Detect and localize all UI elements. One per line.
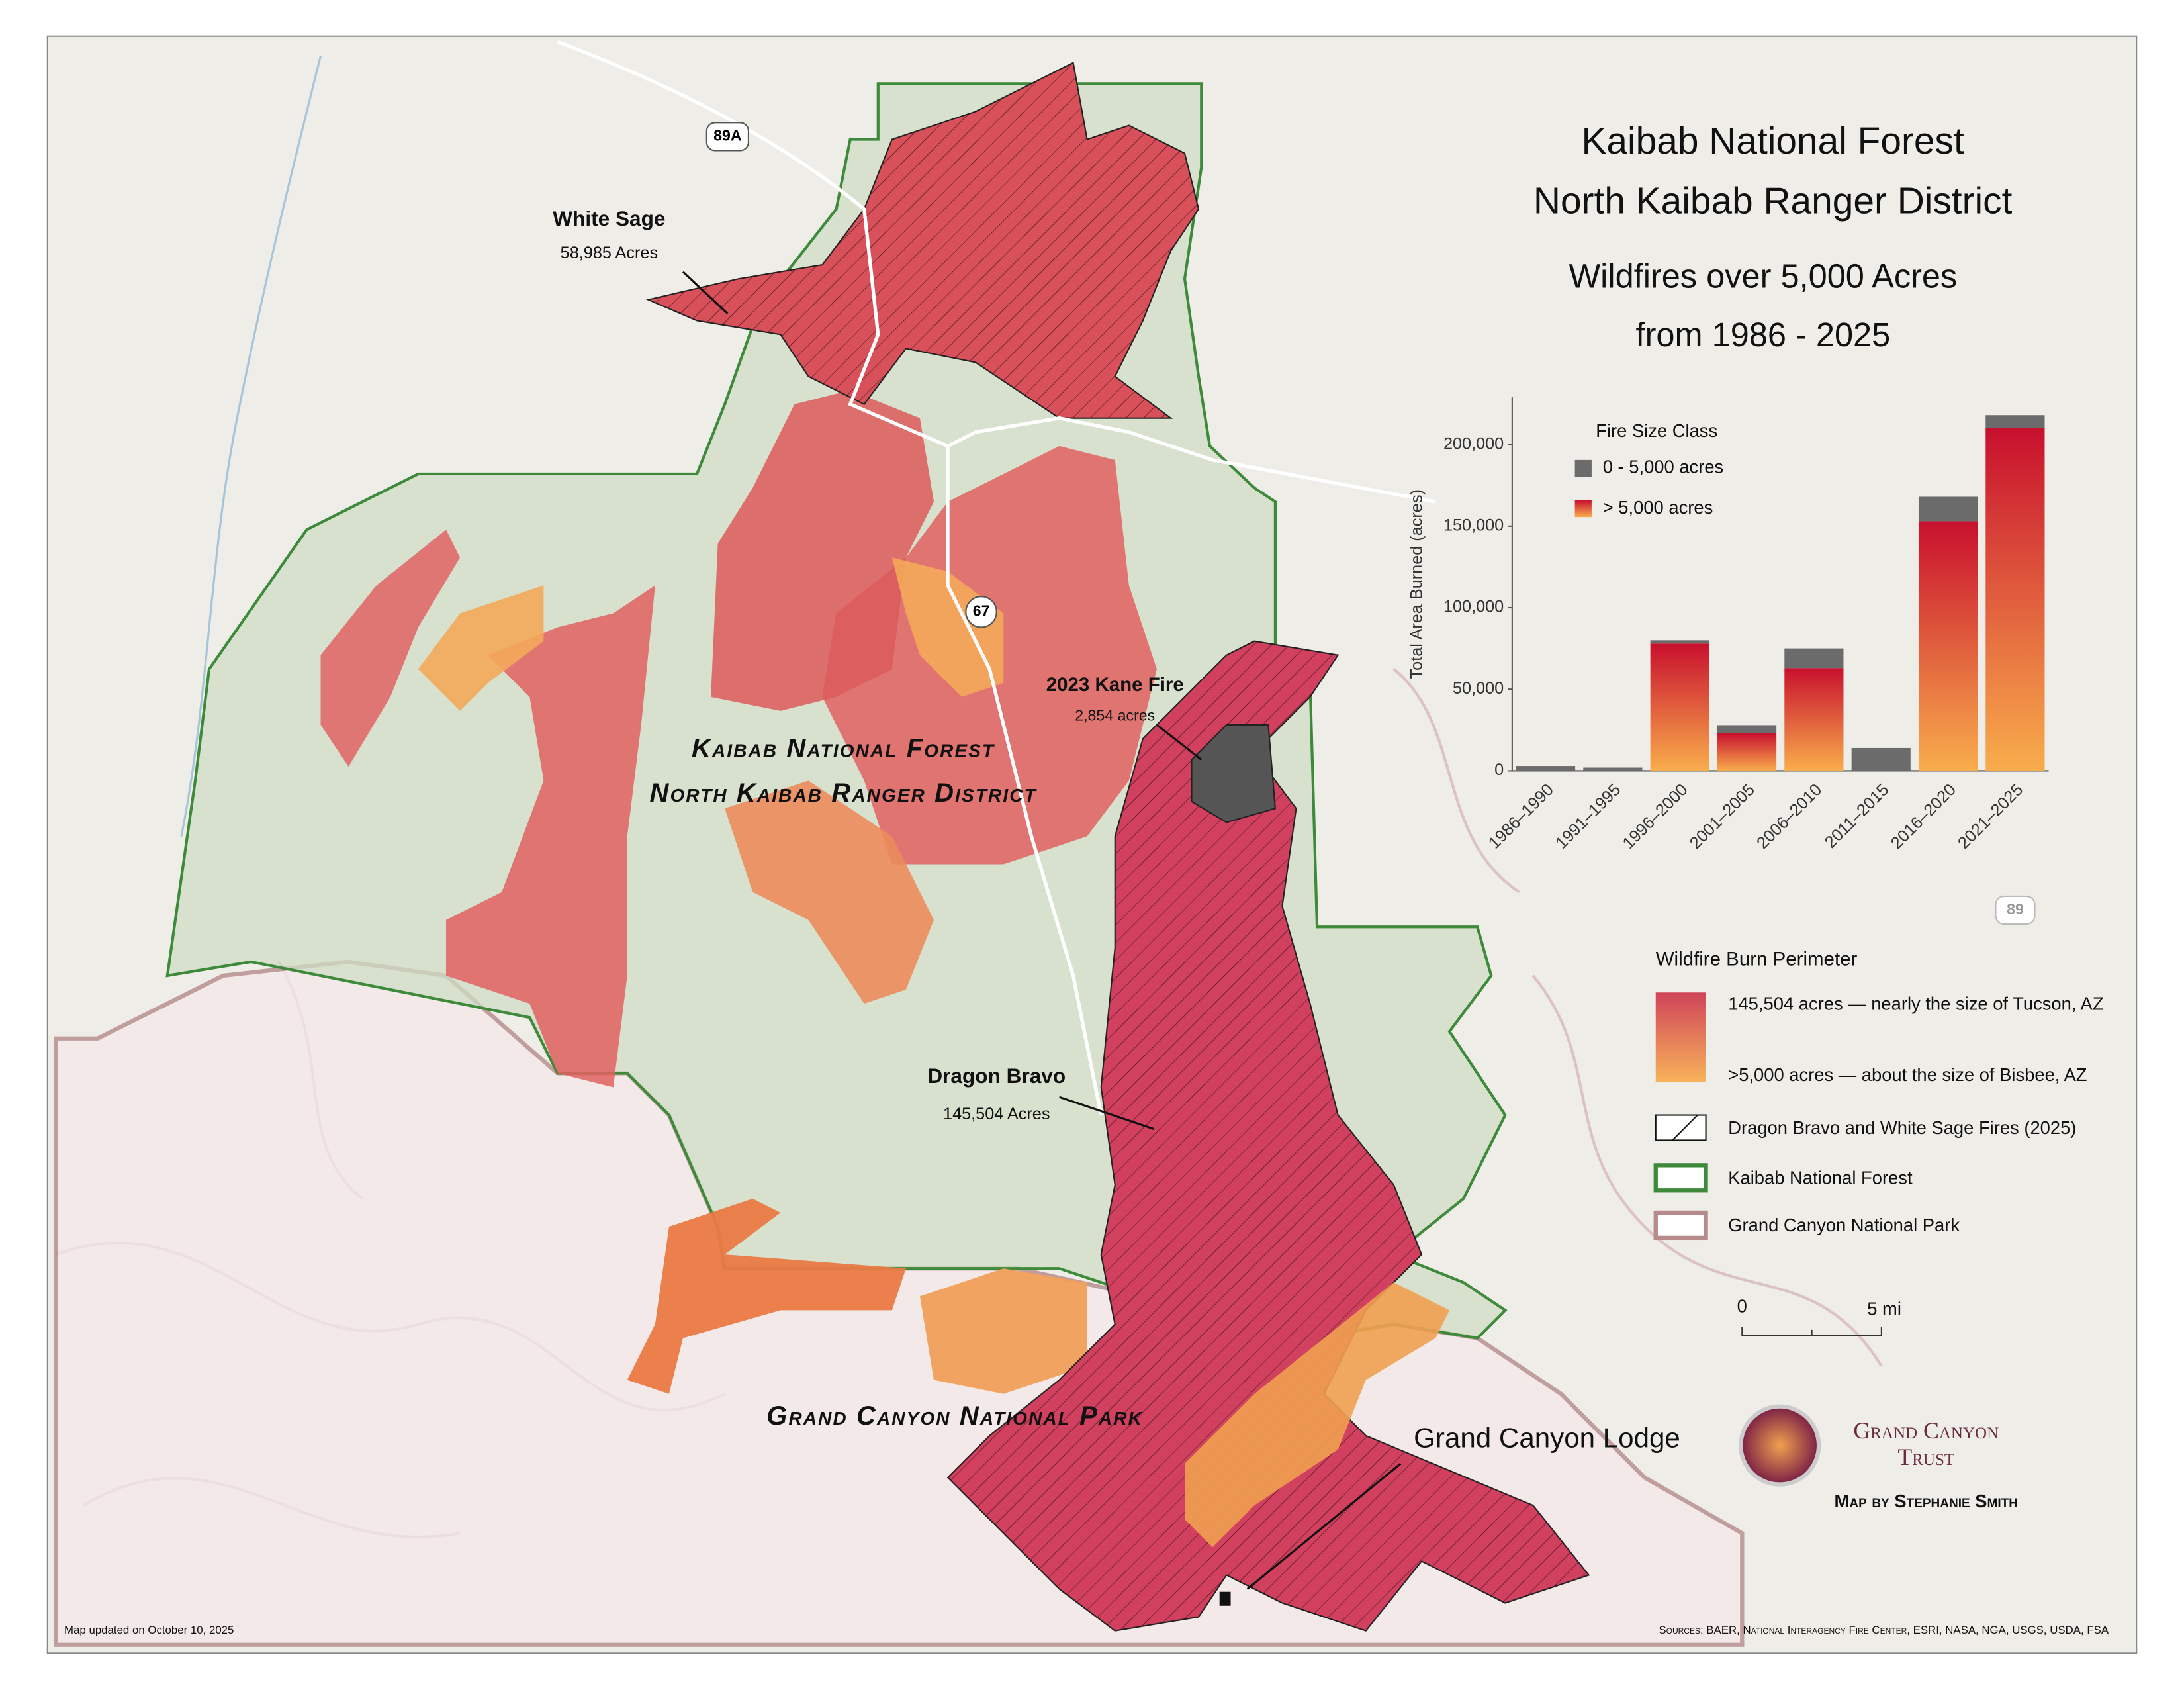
bar-segment (1650, 640, 1709, 644)
legend-swatch (1655, 1114, 1707, 1141)
leader-arrow (682, 271, 729, 314)
bar-segment (1717, 725, 1777, 733)
credits: Grand Canyon Trust Map by Stephanie Smit… (64, 1404, 2109, 1636)
map-legend: Wildfire Burn Perimeter 145,504 acres — … (1653, 949, 2104, 1241)
route-label: 89 (2007, 900, 2024, 917)
leader-arrow (1156, 724, 1203, 761)
route-shields: 89A 67 89 (705, 122, 2036, 925)
legend-swatch (1653, 1210, 1708, 1241)
scale-label: 5 mi (1867, 1299, 1901, 1319)
bar-segment (1717, 733, 1777, 771)
legend-swatch (1574, 500, 1592, 518)
legend-title: Wildfire Burn Perimeter (1656, 949, 1858, 970)
leader-arrow (1246, 1462, 1402, 1590)
y-tick-label: 0 (1494, 761, 1504, 779)
fire-label: White Sage (553, 207, 665, 230)
leader-arrow (1059, 1096, 1155, 1131)
fire-acres: 145,504 Acres (943, 1105, 1050, 1123)
logo (1739, 1404, 1821, 1487)
subtitle: Wildfires over 5,000 Acres (1569, 257, 1958, 295)
legend-label: Kaibab National Forest (1728, 1168, 1913, 1188)
title-block: Kaibab National Forest North Kaibab Rang… (1533, 120, 2013, 353)
scale-bar: 0 5 mi (1737, 1295, 1901, 1336)
update-note: Map updated on October 10, 2025 (64, 1624, 234, 1636)
org-name: Grand Canyon (1853, 1417, 1999, 1444)
author: Map by Stephanie Smith (1835, 1491, 2018, 1511)
legend-swatch (1653, 1163, 1708, 1193)
bar-segment (1784, 668, 1844, 771)
bar-segment (1851, 747, 1911, 771)
org-name: Trust (1897, 1444, 1954, 1470)
scale-label: 0 (1737, 1295, 1747, 1316)
roads (557, 40, 1436, 1116)
legend-label: 0 - 5,000 acres (1603, 457, 1723, 477)
legend-hatch (1672, 1114, 1698, 1141)
subtitle: from 1986 - 2025 (1636, 316, 1891, 353)
bar-segment (1985, 415, 2045, 428)
fire-acres: 58,985 Acres (561, 244, 658, 262)
map-labels: White Sage 58,985 Acres 2023 Kane Fire 2… (553, 207, 1680, 1606)
legend-label: Grand Canyon National Park (1728, 1215, 1960, 1235)
title: North Kaibab Ranger District (1533, 180, 2013, 222)
fire-perimeters (320, 62, 1590, 1632)
legend-title: Fire Size Class (1596, 420, 1717, 441)
y-tick-label: 50,000 (1453, 679, 1504, 698)
legend-label: >5,000 acres — about the size of Bisbee,… (1728, 1064, 2087, 1085)
fire-acres: 2,854 acres (1075, 706, 1155, 724)
area-label: Kaibab National Forest (692, 733, 995, 763)
route-label: 67 (973, 602, 990, 620)
y-tick-label: 150,000 (1443, 516, 1504, 534)
fire-label: Dragon Bravo (927, 1064, 1066, 1088)
fire-label: 2023 Kane Fire (1046, 674, 1184, 696)
y-tick-label: 100,000 (1443, 598, 1504, 616)
bar-segment (1918, 496, 1978, 522)
area-label: North Kaibab Ranger District (649, 778, 1037, 808)
legend-label: > 5,000 acres (1603, 497, 1713, 518)
lodge-marker (1219, 1591, 1231, 1606)
area-label: Grand Canyon National Park (766, 1401, 1143, 1430)
bar-segment (1650, 643, 1709, 771)
bar-segment (1985, 428, 2045, 771)
legend-swatch (1655, 992, 1706, 1082)
legend-label: 145,504 acres — nearly the size of Tucso… (1728, 993, 2103, 1013)
title: Kaibab National Forest (1582, 120, 1964, 162)
place-label: Grand Canyon Lodge (1414, 1422, 1680, 1453)
bar-segment (1516, 766, 1576, 771)
legend-swatch (1574, 459, 1592, 477)
sources: Sources: BAER, National Interagency Fire… (1659, 1624, 2109, 1636)
route-label: 89A (713, 126, 742, 144)
y-tick-label: 200,000 (1443, 434, 1504, 453)
legend-label: Dragon Bravo and White Sage Fires (2025) (1728, 1117, 2076, 1138)
bar-segment (1918, 521, 1978, 771)
bar-segment (1784, 648, 1844, 669)
y-axis-label: Total Area Burned (acres) (1407, 489, 1426, 679)
bar-segment (1583, 767, 1643, 771)
